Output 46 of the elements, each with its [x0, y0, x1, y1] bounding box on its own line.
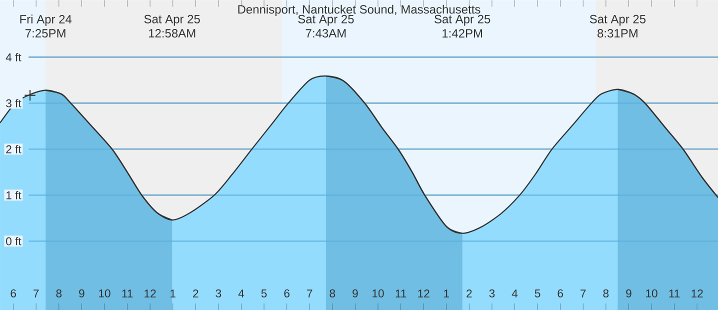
- x-tick-label: 9: [79, 289, 84, 298]
- x-tick-label: 7: [34, 289, 39, 298]
- x-tick-label: 9: [352, 289, 358, 298]
- x-tick-label: 2: [193, 289, 198, 298]
- x-tick-label: 3: [216, 289, 222, 298]
- annotation: 7:43AM: [306, 28, 346, 38]
- x-tick-label: 12: [144, 289, 156, 298]
- x-tick-label: 6: [10, 289, 16, 298]
- x-tick-label: 7: [307, 289, 312, 298]
- x-tick-label: 5: [534, 289, 540, 298]
- annotation: Sat Apr 25: [144, 14, 200, 26]
- x-tick-label: 8: [603, 289, 609, 298]
- x-tick-label: 2: [466, 289, 472, 298]
- y-tick-label: 0 ft: [6, 236, 22, 246]
- x-tick-label: 6: [558, 289, 564, 298]
- x-tick-label: 11: [122, 289, 133, 298]
- y-tick-label: 2 ft: [6, 144, 22, 154]
- x-tick-label: 3: [489, 289, 495, 298]
- x-tick-label: 8: [330, 289, 336, 298]
- y-tick-label: 1 ft: [6, 190, 22, 200]
- x-tick-label: 11: [669, 289, 680, 298]
- annotation: Sat Apr 25: [434, 14, 490, 26]
- annotation: 1:42PM: [442, 28, 482, 38]
- x-tick-label: 6: [284, 289, 290, 298]
- x-tick-label: 5: [261, 289, 267, 298]
- x-tick-label: 4: [238, 289, 244, 298]
- x-tick-label: 12: [418, 289, 430, 298]
- x-tick-label: 10: [99, 289, 110, 298]
- x-tick-label: 10: [646, 289, 658, 298]
- x-tick-label: 8: [56, 289, 62, 298]
- annotation: Sat Apr 25: [298, 14, 354, 26]
- x-tick-label: 1: [170, 289, 176, 298]
- x-tick-label: 12: [692, 289, 703, 298]
- x-tick-label: 1: [444, 289, 449, 298]
- x-tick-label: 9: [626, 289, 632, 298]
- x-tick-label: 10: [372, 289, 384, 298]
- annotation: 7:25PM: [26, 28, 66, 38]
- x-tick-label: 4: [512, 289, 518, 298]
- x-tick-label: 7: [580, 289, 586, 298]
- annotation: 8:31PM: [598, 28, 638, 38]
- x-tick-label: 11: [396, 289, 406, 298]
- annotation: Fri Apr 24: [20, 14, 72, 26]
- annotation: Sat Apr 25: [590, 14, 646, 26]
- chart-title: Dennisport, Nantucket Sound, Massachusetts: [238, 4, 480, 16]
- y-tick-label: 4 ft: [6, 52, 22, 62]
- annotation: 12:58AM: [149, 28, 196, 38]
